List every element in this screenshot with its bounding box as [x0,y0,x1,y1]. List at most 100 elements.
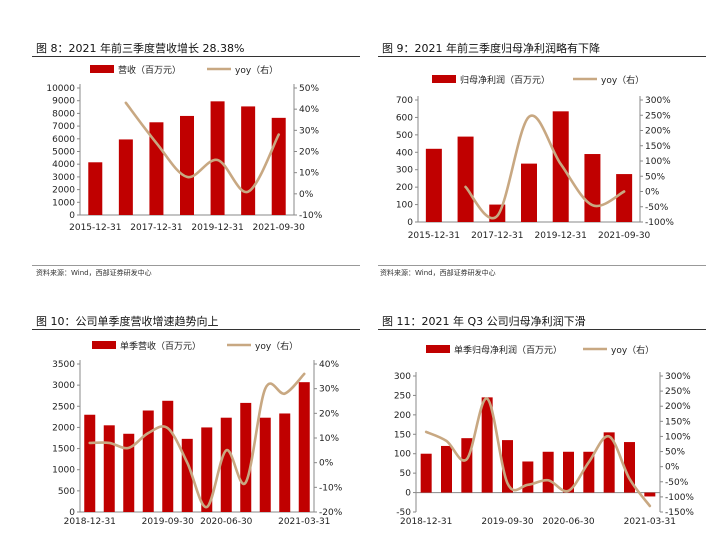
chart-svg: 0 100 200 300 400 500 600 700 -100% -50% 0% 50% 100%… [396,74,675,241]
right-tick-label: 200% [665,402,691,412]
bar [425,148,442,222]
left-tick-label: 400 [396,148,413,158]
right-tick-label: 300% [645,96,671,106]
left-tick-label: 0 [69,508,75,518]
bar [103,425,115,512]
left-tick-label: 10000 [46,84,75,94]
left-tick-label: 100 [394,450,411,460]
left-tick-label: 6000 [52,135,75,145]
x-tick-label: 2019-09-30 [142,517,195,527]
bar [88,162,103,215]
bar [552,111,569,222]
right-tick-label: 250% [665,387,691,397]
right-tick-label: 20% [299,148,319,158]
right-tick-label: -20% [319,508,343,518]
right-tick-label: -100% [645,218,674,228]
x-tick-label: 2018-12-31 [64,517,116,527]
right-tick-label: -10% [319,483,343,493]
left-tick-label: 1500 [52,445,75,455]
bar [84,414,96,512]
bar [616,174,633,222]
left-tick-label: 9000 [52,97,75,107]
bar [563,451,574,493]
bar [279,413,291,512]
bar [118,139,133,215]
right-tick-label: 40% [319,360,339,370]
yoy-line [124,101,281,194]
x-tick-label: 2017-12-31 [471,231,523,241]
right-tick-label: 100% [645,157,671,167]
legend-bar-label: 归母净利润（百万元） [460,74,550,86]
source-note: 资料来源：Wind，西部证券研发中心 [380,269,496,277]
bar [240,402,252,512]
title-rule [32,329,360,330]
title-rule [32,56,360,57]
right-tick-label: 40% [299,105,319,115]
right-tick-label: 30% [319,385,339,395]
legend-bar-label: 营收（百万元） [118,64,181,76]
left-tick-label: 200 [396,183,413,193]
left-tick-label: 7000 [52,122,75,132]
left-tick-label: 300 [396,166,413,176]
bar [181,438,193,512]
yoy-line [464,114,626,220]
bar [201,427,213,512]
bar [441,445,452,493]
legend-bar-swatch [92,341,116,349]
x-tick-label: 2018-12-31 [400,517,452,527]
left-tick-label: 300 [394,372,411,382]
right-tick-label: 0% [645,188,660,198]
x-tick-label: 2021-09-30 [253,223,306,233]
bar [481,397,493,493]
bar [457,136,474,222]
chart-title: 图 11：2021 年 Q3 公司归母净利润下滑 [382,315,586,328]
left-tick-label: 0 [405,489,411,499]
legend-line-label: yoy（右） [255,340,298,352]
right-tick-label: 150% [665,417,691,427]
x-tick-label: 2021-03-31 [624,517,676,527]
bar [461,438,473,493]
right-tick-label: 50% [665,448,685,458]
right-tick-label: 30% [299,126,319,136]
legend-bar-label: 单季营收（百万元） [120,340,201,352]
x-tick-label: 2017-12-31 [130,223,182,233]
x-tick-label: 2021-03-31 [278,517,330,527]
left-tick-label: 3000 [52,173,75,183]
bar [521,163,537,222]
bar [624,442,635,493]
legend-bar-swatch [90,65,114,73]
right-tick-label: 50% [299,84,319,94]
yoy-line [88,372,306,509]
x-tick-label: 2019-09-30 [481,517,534,527]
bar [123,433,135,512]
x-tick-label: 2020-06-30 [200,517,253,527]
left-tick-label: 600 [396,113,413,123]
bar [420,453,432,493]
left-tick-label: 1000 [52,466,75,476]
left-tick-label: 500 [58,487,75,497]
title-rule [378,329,706,330]
legend-bar-swatch [426,345,450,353]
left-tick-label: 2500 [52,402,75,412]
right-tick-label: -100% [665,493,694,503]
right-tick-label: 250% [645,111,671,121]
left-tick-label: 3500 [52,360,75,370]
bar [271,117,286,215]
chart-title: 图 9：2021 年前三季度归母净利润略有下降 [382,42,600,55]
legend-bar-label: 单季归母净利润（百万元） [454,344,562,356]
legend-line-label: yoy（右） [235,64,278,76]
right-tick-label: 0% [665,463,680,473]
right-tick-label: 100% [665,432,691,442]
x-tick-label: 2021-09-30 [598,231,651,241]
bar [542,451,554,493]
left-tick-label: 50 [400,469,412,479]
left-tick-label: 200 [394,411,411,421]
legend-line-label: yoy（右） [601,74,644,86]
x-tick-label: 2015-12-31 [69,223,121,233]
right-tick-label: 10% [319,434,339,444]
left-tick-label: -50 [396,508,411,518]
bar [502,440,513,493]
legend-line-label: yoy（右） [611,344,654,356]
bar [259,417,271,512]
bar [142,410,154,512]
